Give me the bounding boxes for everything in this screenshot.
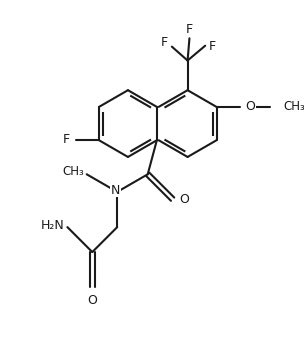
Text: O: O xyxy=(245,100,255,113)
Text: F: F xyxy=(186,23,193,35)
Text: H₂N: H₂N xyxy=(41,219,65,232)
Text: F: F xyxy=(63,133,70,146)
Text: CH₃: CH₃ xyxy=(283,100,304,113)
Text: O: O xyxy=(87,294,97,307)
Text: O: O xyxy=(179,193,189,206)
Text: F: F xyxy=(161,37,168,49)
Text: CH₃: CH₃ xyxy=(62,165,84,178)
Text: F: F xyxy=(209,40,216,53)
Text: N: N xyxy=(111,184,120,197)
